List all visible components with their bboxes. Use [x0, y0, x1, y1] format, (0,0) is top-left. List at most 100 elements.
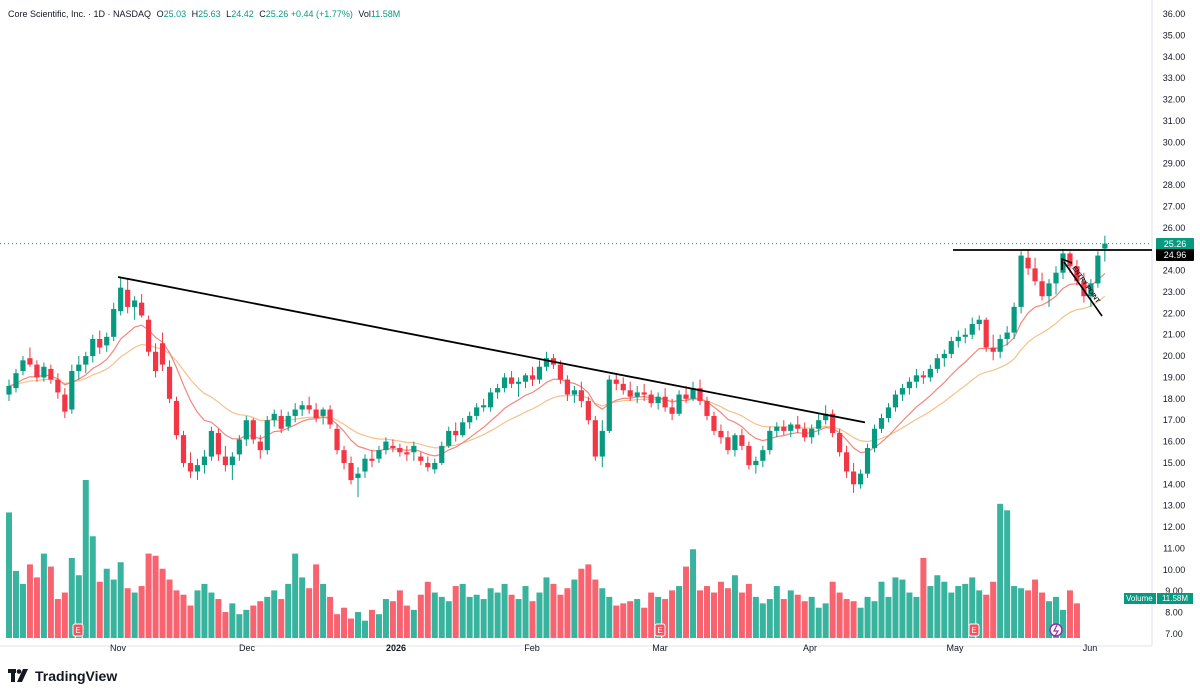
volume-bar	[620, 603, 627, 638]
change-value: +0.44 (+1.77%)	[290, 9, 353, 19]
volume-bar	[1046, 601, 1053, 638]
volume-bar	[1018, 588, 1025, 638]
volume-bar	[54, 599, 61, 638]
candle-body	[376, 450, 382, 459]
volume-bar	[215, 599, 222, 638]
candle-body	[20, 360, 26, 372]
price-tick-label: 20.00	[1163, 351, 1186, 361]
candle-body	[194, 465, 201, 472]
candle-body	[264, 420, 270, 451]
candle-body	[830, 413, 836, 434]
time-tick-label: Apr	[803, 643, 817, 653]
candle-body	[41, 366, 47, 378]
candle-body	[508, 377, 515, 384]
candle-body	[6, 386, 12, 395]
volume-bar	[557, 594, 564, 638]
bolt-glyph-icon	[1053, 624, 1060, 637]
candle-body	[62, 394, 68, 412]
volume-bar	[934, 575, 941, 638]
candle-body	[1088, 283, 1094, 297]
volume-bar	[313, 564, 320, 638]
candle-body	[802, 428, 808, 438]
price-axis[interactable]: 36.00 35.00 34.00 33.00 32.00 31.00 30.00 29.00…	[1163, 9, 1186, 639]
time-axis[interactable]: Nov Dec 2026 Feb Mar Apr May Jun	[110, 643, 1097, 653]
candle-body	[306, 405, 312, 410]
volume-bar	[417, 594, 424, 638]
volume-bar	[110, 579, 117, 638]
candle-body	[655, 396, 661, 404]
symbol-legend[interactable]: Core Scientific, Inc. · 1D · NASDAQ O25.…	[8, 9, 400, 19]
volume-bar	[452, 586, 459, 638]
price-tick-label: 24.00	[1163, 266, 1186, 276]
candle-body	[760, 450, 766, 461]
volume-bar	[341, 607, 348, 638]
candle-body	[285, 415, 291, 427]
candle-body	[753, 460, 759, 466]
price-tick-label: 23.00	[1163, 287, 1186, 297]
volume-bar	[669, 590, 676, 638]
candle-body	[697, 388, 703, 401]
volume-value: 11.58M	[370, 9, 401, 19]
volume-bar	[655, 596, 662, 638]
volume-bar	[634, 599, 641, 638]
ema-slow-line	[8, 295, 1106, 449]
volume-bar	[983, 594, 990, 638]
price-tick-label: 32.00	[1163, 95, 1186, 105]
candle-body	[913, 375, 919, 382]
volume-bar	[187, 605, 194, 638]
volume-bar	[766, 599, 773, 638]
volume-bar	[466, 596, 473, 638]
volume-bar	[913, 596, 920, 638]
candle-body	[453, 430, 459, 436]
candle-body	[236, 439, 242, 455]
price-tick-label: 21.00	[1163, 330, 1186, 340]
volume-bar	[361, 620, 368, 638]
low-label: L	[226, 9, 232, 19]
candlesticks[interactable]	[6, 235, 1108, 498]
candle-body	[585, 400, 591, 421]
volume-bar	[1039, 592, 1046, 638]
volume-bar	[836, 592, 843, 638]
candle-body	[606, 379, 612, 431]
low-value: 24.42	[231, 9, 254, 19]
candle-body	[97, 338, 103, 348]
time-tick-label: Feb	[524, 643, 540, 653]
volume-bar	[920, 557, 927, 638]
volume-bar	[403, 605, 410, 638]
volume-bar	[997, 503, 1004, 638]
volume-bar	[662, 599, 669, 638]
candle-body	[27, 358, 33, 365]
volume-bar	[103, 568, 110, 638]
volume-bar	[885, 596, 892, 638]
volume-bar	[1032, 579, 1039, 638]
volume-bar	[815, 607, 822, 638]
volume-bar	[822, 603, 829, 638]
candle-body	[34, 364, 40, 378]
volume-bar	[613, 605, 620, 638]
candle-body	[955, 336, 961, 342]
tradingview-logo[interactable]: TradingView	[8, 668, 117, 684]
volume-bar	[138, 586, 145, 638]
descending-trendline	[117, 276, 866, 424]
entry-arrow-head	[1061, 257, 1073, 270]
candle-body	[669, 407, 675, 414]
symbol-title[interactable]: Core Scientific, Inc. · 1D · NASDAQ	[8, 9, 152, 19]
volume-bar	[927, 586, 934, 638]
volume-bar	[780, 599, 787, 638]
volume-bar	[543, 577, 550, 638]
volume-bar	[257, 601, 264, 638]
candle-body	[1060, 253, 1066, 273]
candle-body	[1074, 266, 1080, 282]
moving-averages	[8, 272, 1106, 457]
candle-body	[885, 407, 892, 419]
volume-bar	[564, 588, 571, 638]
candle-body	[1025, 257, 1031, 269]
candle-body	[348, 462, 354, 481]
volume-bar	[68, 557, 75, 638]
volume-bar	[201, 583, 208, 638]
volume-bar	[710, 592, 717, 638]
volume-bar	[6, 512, 12, 638]
candle-body	[599, 430, 605, 457]
